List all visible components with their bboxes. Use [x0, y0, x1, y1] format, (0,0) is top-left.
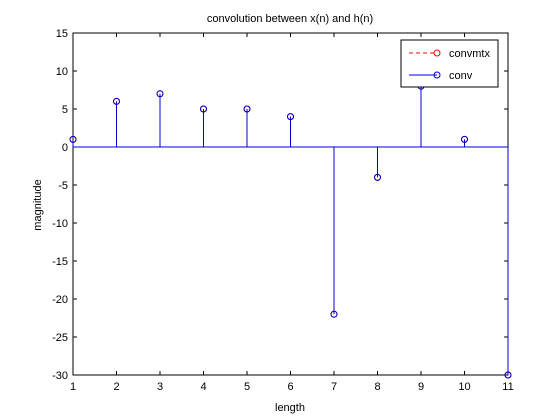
stem-marker-conv — [330, 310, 338, 318]
x-tick-label: 10 — [458, 381, 470, 393]
stem-marker-conv — [504, 371, 512, 379]
y-tick-label: 10 — [56, 66, 68, 78]
x-tick-label: 3 — [157, 381, 163, 393]
y-tick-label: -15 — [52, 256, 68, 268]
y-tick-label: -25 — [52, 332, 68, 344]
x-tick-label: 1 — [70, 381, 76, 393]
x-tick-label: 2 — [113, 381, 119, 393]
x-tick-label: 9 — [418, 381, 424, 393]
y-tick-label: 0 — [62, 142, 68, 154]
x-tick-label: 6 — [287, 381, 293, 393]
stem-marker-conv — [200, 105, 207, 113]
legend-box — [400, 39, 499, 88]
x-axis-label: length — [275, 402, 305, 414]
y-tick-label: -30 — [52, 370, 68, 382]
y-axis-label: magnitude — [32, 179, 44, 230]
stem-marker-conv — [243, 105, 251, 113]
y-tick-label: -20 — [52, 294, 68, 306]
stem-marker-conv — [374, 173, 381, 181]
x-tick-label: 4 — [200, 381, 206, 393]
x-tick-label: 7 — [331, 381, 337, 393]
x-tick-label: 11 — [502, 381, 513, 393]
legend-marker-conv — [433, 71, 441, 79]
y-tick-label: -10 — [52, 218, 68, 230]
stem-marker-conv — [461, 135, 468, 143]
stem-marker-conv — [287, 113, 294, 121]
stem-marker-conv — [69, 135, 77, 143]
y-tick-label: 15 — [56, 28, 68, 40]
legend-label-convmtx: convmtx — [449, 48, 490, 60]
plot-area: 1 2 3 4 5 6 7 8 9 10 11 -30 -25 -20 -15 -10 -5 0 5 10 15 conv… — [52, 28, 514, 393]
x-tick-label: 8 — [374, 381, 380, 393]
x-tick-label: 5 — [244, 381, 250, 393]
legend-label-conv: conv — [449, 70, 473, 82]
y-tick-label: -5 — [58, 180, 68, 192]
y-tick-label: 5 — [62, 104, 68, 116]
chart-title: convolution between x(n) and h(n) — [207, 13, 373, 25]
stem-marker-conv — [156, 90, 164, 98]
stem-marker-conv — [113, 97, 120, 105]
legend-marker-convmtx — [433, 49, 441, 57]
